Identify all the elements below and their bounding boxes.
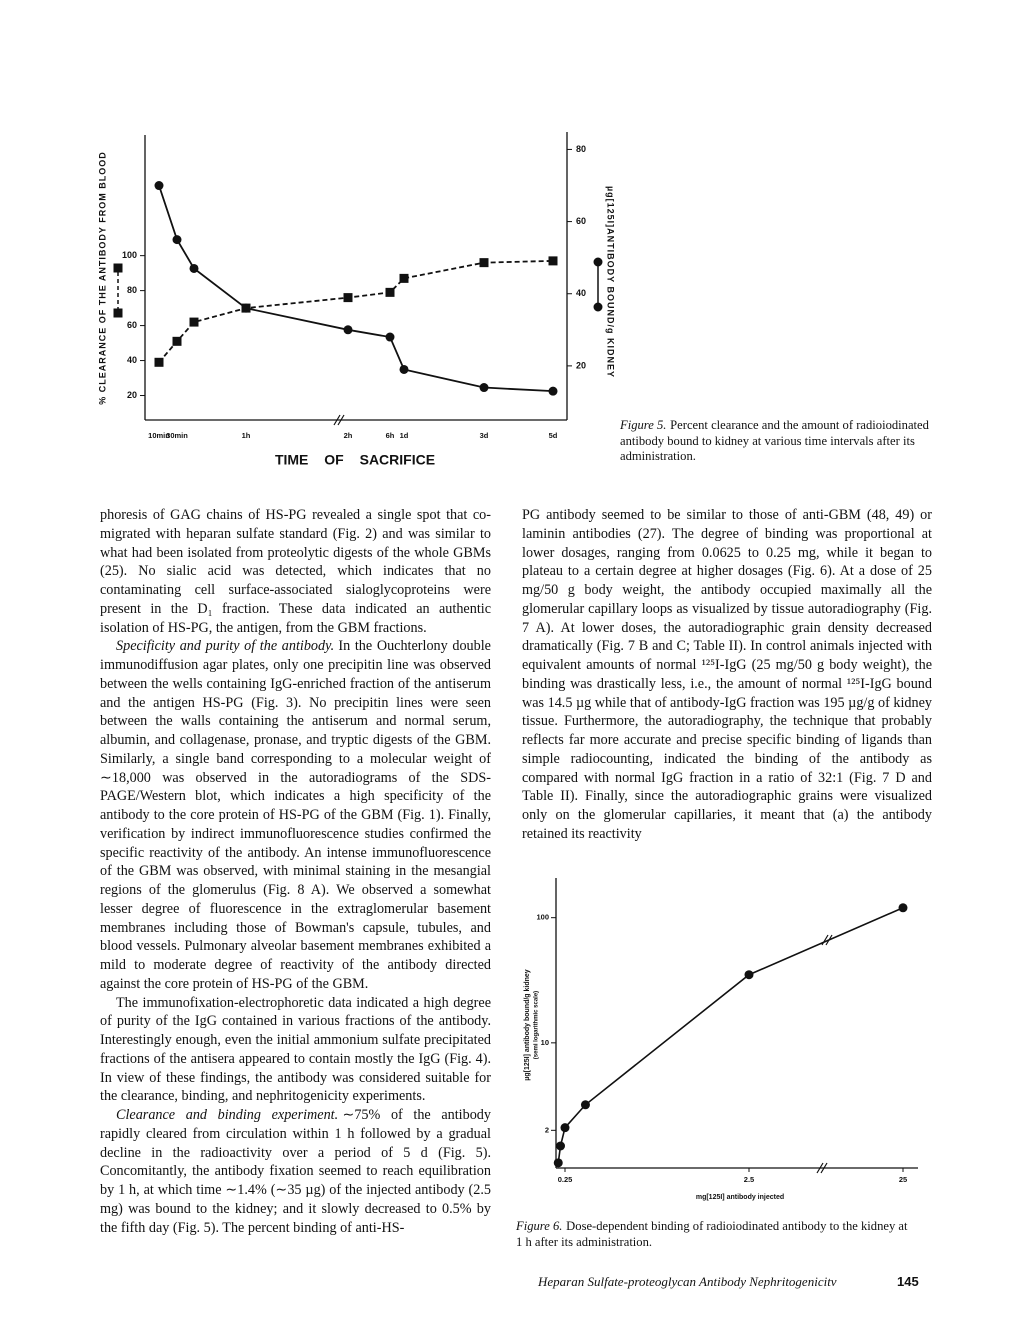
data-marker bbox=[241, 303, 251, 313]
break-mark bbox=[816, 1162, 824, 1174]
paragraph: The immunofixation-electrophoretic data … bbox=[100, 994, 491, 1107]
x-tick-label: 6h bbox=[386, 431, 395, 440]
page-number: 145 bbox=[897, 1274, 919, 1289]
data-line bbox=[557, 907, 904, 1163]
data-marker bbox=[385, 332, 395, 342]
fig5-y-label: % CLEARANCE OF THE ANTIBODY FROM BLOOD bbox=[97, 151, 107, 405]
fig6-y-label: µg[125I] antibody bound/g kidney bbox=[524, 969, 531, 1080]
fig6-y-sublabel: (semi logarithmic scale) bbox=[534, 991, 540, 1059]
paragraph-text: The immunofixation-electrophoretic data … bbox=[100, 994, 491, 1105]
paragraph: phoresis of GAG chains of HS-PG revealed… bbox=[100, 506, 491, 637]
x-tick-label: 25 bbox=[899, 1175, 907, 1184]
y-tick-label: 80 bbox=[127, 285, 137, 295]
data-line bbox=[158, 185, 554, 393]
paragraph-text: In the Ouchterlony double immunodiffusio… bbox=[100, 638, 491, 992]
paragraph-text: phoresis of GAG chains of HS-PG revealed… bbox=[100, 507, 491, 636]
fig6-x-label: mg[125I] antibody injected bbox=[696, 1194, 784, 1201]
data-marker bbox=[154, 357, 164, 367]
data-marker bbox=[553, 1158, 563, 1168]
y-tick-label: 2 bbox=[545, 1125, 549, 1134]
y2-tick-label: 80 bbox=[576, 144, 586, 154]
data-marker bbox=[154, 181, 164, 191]
break-mark bbox=[820, 1162, 828, 1174]
x-tick-label: 0.25 bbox=[558, 1175, 573, 1184]
y2-tick-label: 60 bbox=[576, 216, 586, 226]
y-tick-label: 100 bbox=[536, 913, 549, 922]
paragraph-text: ∼75% of the antibody rapidly cleared fro… bbox=[100, 1107, 491, 1236]
x-tick-label: 10min bbox=[148, 431, 170, 440]
data-marker bbox=[343, 325, 353, 335]
data-marker bbox=[560, 1123, 570, 1133]
data-marker bbox=[548, 386, 558, 396]
left-column: phoresis of GAG chains of HS-PG revealed… bbox=[100, 506, 491, 1237]
x-tick-label: 3d bbox=[480, 431, 489, 440]
paragraph-text: PG antibody seemed to be similar to thos… bbox=[522, 507, 932, 842]
caption-label: Figure 6. bbox=[516, 1219, 563, 1233]
break-mark bbox=[337, 414, 345, 426]
fig5-caption: Figure 5. Percent clearance and the amoun… bbox=[620, 418, 932, 465]
data-marker bbox=[343, 293, 353, 303]
data-marker bbox=[556, 1141, 565, 1151]
x-tick-label: 2.5 bbox=[744, 1175, 754, 1184]
data-marker bbox=[399, 273, 409, 283]
data-marker bbox=[189, 263, 199, 273]
y2-tick-label: 40 bbox=[576, 288, 586, 298]
data-marker bbox=[898, 903, 908, 913]
paragraph: Specificity and purity of the antibody. I… bbox=[100, 637, 491, 993]
caption-text: Percent clearance and the amount of radi… bbox=[620, 418, 929, 463]
data-marker bbox=[189, 317, 199, 327]
fig6-caption: Figure 6. Dose-dependent binding of radio… bbox=[516, 1219, 916, 1250]
data-marker bbox=[744, 970, 754, 980]
key-square bbox=[113, 263, 123, 273]
x-tick-label: 30min bbox=[166, 431, 188, 440]
break-mark bbox=[333, 414, 341, 426]
data-marker bbox=[479, 258, 489, 268]
data-marker bbox=[580, 1100, 590, 1110]
fig5-axis-keys bbox=[113, 257, 603, 318]
y-tick-label: 40 bbox=[127, 355, 137, 365]
paragraph: Clearance and binding experiment. ∼75% of… bbox=[100, 1106, 491, 1237]
data-marker bbox=[172, 336, 182, 346]
y-tick-label: 60 bbox=[127, 320, 137, 330]
x-tick-label: 1h bbox=[242, 431, 251, 440]
y-tick-label: 100 bbox=[122, 250, 137, 260]
caption-label: Figure 5. bbox=[620, 418, 667, 432]
right-column: PG antibody seemed to be similar to thos… bbox=[522, 506, 932, 844]
x-tick-label: 5d bbox=[549, 431, 558, 440]
y-tick-label: 10 bbox=[541, 1038, 549, 1047]
caption-text: Dose-dependent binding of radioiodinated… bbox=[516, 1219, 908, 1249]
data-marker bbox=[385, 287, 395, 297]
data-marker bbox=[399, 364, 409, 374]
fig5-x-label: TIME OF SACRIFICE bbox=[275, 452, 435, 468]
x-tick-label: 1d bbox=[400, 431, 409, 440]
key-circle bbox=[593, 302, 603, 312]
data-line bbox=[158, 259, 554, 363]
data-marker bbox=[479, 383, 489, 393]
data-marker bbox=[548, 256, 558, 266]
run-in-heading: Clearance and binding experiment. bbox=[116, 1107, 339, 1123]
x-tick-label: 2h bbox=[344, 431, 353, 440]
y-tick-label: 20 bbox=[127, 390, 137, 400]
running-title: Heparan Sulfate-proteoglycan Antibody Ne… bbox=[538, 1274, 837, 1289]
paragraph: PG antibody seemed to be similar to thos… bbox=[522, 506, 932, 844]
key-square bbox=[113, 308, 123, 318]
fig5-y2-label: µg[125I]ANTIBODY BOUND/g KIDNEY bbox=[606, 186, 616, 378]
y2-tick-label: 20 bbox=[576, 360, 586, 370]
run-in-heading: Specificity and purity of the antibody. bbox=[116, 638, 335, 655]
data-marker bbox=[172, 235, 182, 245]
